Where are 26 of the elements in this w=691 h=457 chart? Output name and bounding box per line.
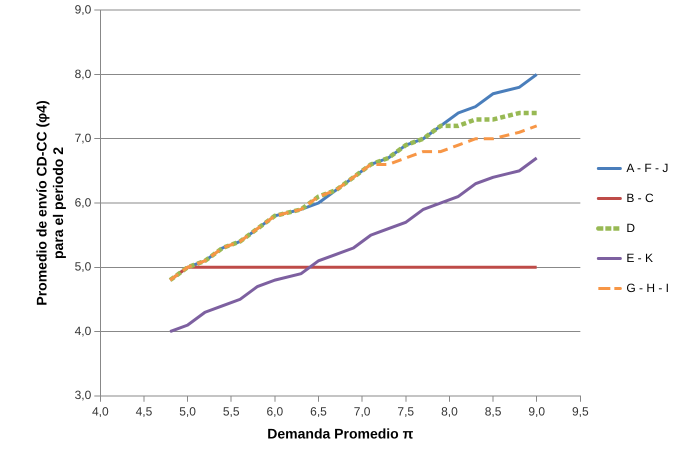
x-tick-label: 9,5 [572, 404, 589, 418]
y-tick-label: 4,0 [74, 324, 92, 338]
y-tick-label: 8,0 [74, 66, 92, 81]
y-tick-label: 6,0 [74, 195, 92, 210]
y-tick-label: 5,0 [74, 260, 92, 274]
x-tick-label: 6,0 [266, 404, 284, 418]
y-axis-title: Promedio de envío CD-CC (φ4) para el periodo 2 [33, 100, 66, 306]
legend-label: B - C [626, 190, 654, 205]
x-tick-label: 6,5 [310, 404, 328, 418]
x-tick-label: 4,0 [92, 404, 109, 418]
x-tick-label: 4,5 [136, 404, 153, 418]
x-tick-label: 9,0 [528, 404, 546, 418]
x-tick-label: 5,5 [222, 404, 240, 418]
x-tick-label: 8,0 [441, 404, 458, 418]
x-tick-label: 7,0 [354, 404, 371, 418]
x-tick-label: 8,5 [484, 404, 502, 418]
legend-label: D [626, 220, 636, 235]
legend-label: G - H - I [626, 280, 670, 295]
x-tick-label: 5,0 [179, 404, 196, 418]
legend-label: E - K [626, 250, 654, 265]
legend-label: A - F - J [626, 160, 668, 175]
x-tick-label: 7,5 [397, 404, 414, 418]
y-tick-label: 3,0 [74, 388, 92, 402]
y-tick-label: 9,0 [74, 2, 92, 17]
x-axis-title: Demanda Promedio π [267, 425, 414, 442]
y-tick-label: 7,0 [74, 131, 92, 146]
